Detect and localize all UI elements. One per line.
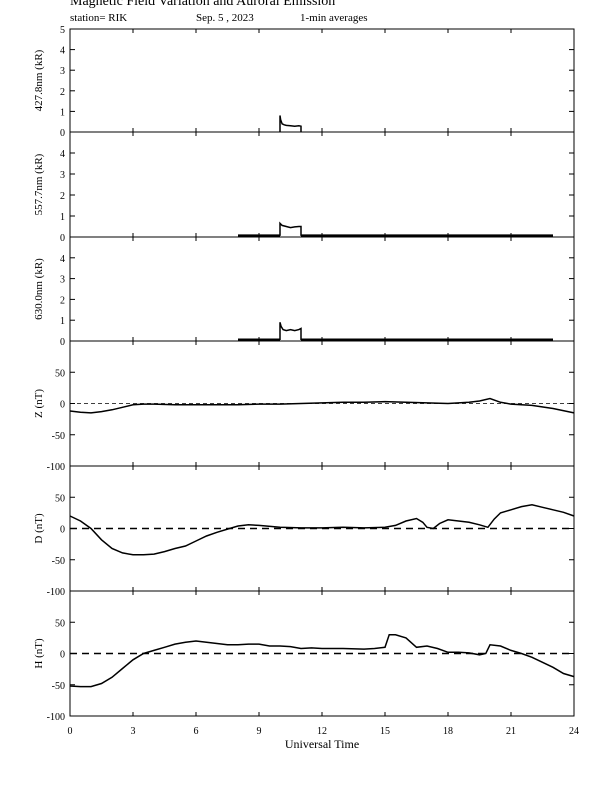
y-axis-label-p5577: 557.7nm (kR) [33, 153, 45, 215]
y-tick-label-pD-2: 0 [60, 525, 65, 536]
x-tick-label-8: 24 [569, 726, 579, 737]
y-tick-label-pD-1: -50 [52, 556, 65, 567]
y-tick-label-pH-0: -100 [47, 712, 65, 723]
y-tick-label-p5577-1: 1 [60, 212, 65, 223]
averaging-label: 1-min averages [300, 12, 368, 24]
series-p4278-0 [279, 115, 302, 132]
panel-frame-p6300 [69, 236, 575, 342]
series-pH-0 [69, 634, 575, 688]
x-axis-label: Universal Time [285, 737, 359, 751]
series-pZ-0 [69, 397, 575, 414]
y-tick-label-p4278-5: 5 [60, 25, 65, 36]
y-tick-label-p6300-3: 3 [60, 275, 65, 286]
y-tick-label-p5577-3: 3 [60, 170, 65, 181]
y-tick-label-pD-0: -100 [47, 587, 65, 598]
y-tick-label-pD-3: 50 [55, 493, 65, 504]
y-tick-label-p5577-2: 2 [60, 191, 65, 202]
date-label: Sep. 5 , 2023 [196, 12, 254, 24]
x-tick-label-3: 9 [257, 726, 262, 737]
x-tick-label-4: 12 [317, 726, 327, 737]
y-tick-label-pZ-1: -50 [52, 431, 65, 442]
station-label: station= RIK [70, 12, 128, 24]
y-tick-label-p4278-1: 1 [60, 107, 65, 118]
y-axis-label-p4278: 427.8nm (kR) [33, 49, 45, 111]
y-tick-label-p5577-4: 4 [60, 149, 65, 160]
y-tick-label-p6300-4: 4 [60, 254, 65, 265]
y-axis-label-pH: H (nT) [33, 638, 45, 669]
y-tick-label-pH-1: -50 [52, 681, 65, 692]
x-tick-label-6: 18 [443, 726, 453, 737]
y-tick-label-p4278-2: 2 [60, 87, 65, 98]
y-tick-label-pH-3: 50 [55, 618, 65, 629]
panel-frame-p5577 [69, 131, 575, 238]
series-p6300-1 [279, 322, 302, 340]
y-tick-label-p4278-0: 0 [60, 128, 65, 139]
x-tick-label-2: 6 [194, 726, 199, 737]
x-tick-label-5: 15 [380, 726, 390, 737]
y-tick-label-pZ-2: 0 [60, 400, 65, 411]
y-tick-label-p6300-0: 0 [60, 337, 65, 348]
y-tick-label-p4278-4: 4 [60, 46, 65, 57]
x-tick-label-7: 21 [506, 726, 516, 737]
panel-frame-p4278 [69, 28, 575, 133]
y-tick-label-pZ-3: 50 [55, 368, 65, 379]
y-axis-label-pZ: Z (nT) [33, 389, 45, 418]
x-tick-label-1: 3 [131, 726, 136, 737]
y-tick-label-p4278-3: 3 [60, 66, 65, 77]
y-tick-label-pH-2: 0 [60, 650, 65, 661]
chart-title: Magnetic Field Variation and Auroral Emi… [70, 0, 336, 9]
series-p5577-1 [279, 221, 302, 236]
y-tick-label-p6300-1: 1 [60, 316, 65, 327]
y-tick-label-pZ-0: -100 [47, 462, 65, 473]
y-tick-label-p6300-2: 2 [60, 295, 65, 306]
y-axis-label-p6300: 630.0nm (kR) [33, 258, 45, 320]
x-tick-label-0: 0 [68, 726, 73, 737]
y-tick-label-p5577-0: 0 [60, 233, 65, 244]
series-pD-0 [69, 504, 575, 556]
y-axis-label-pD: D (nT) [33, 513, 45, 544]
